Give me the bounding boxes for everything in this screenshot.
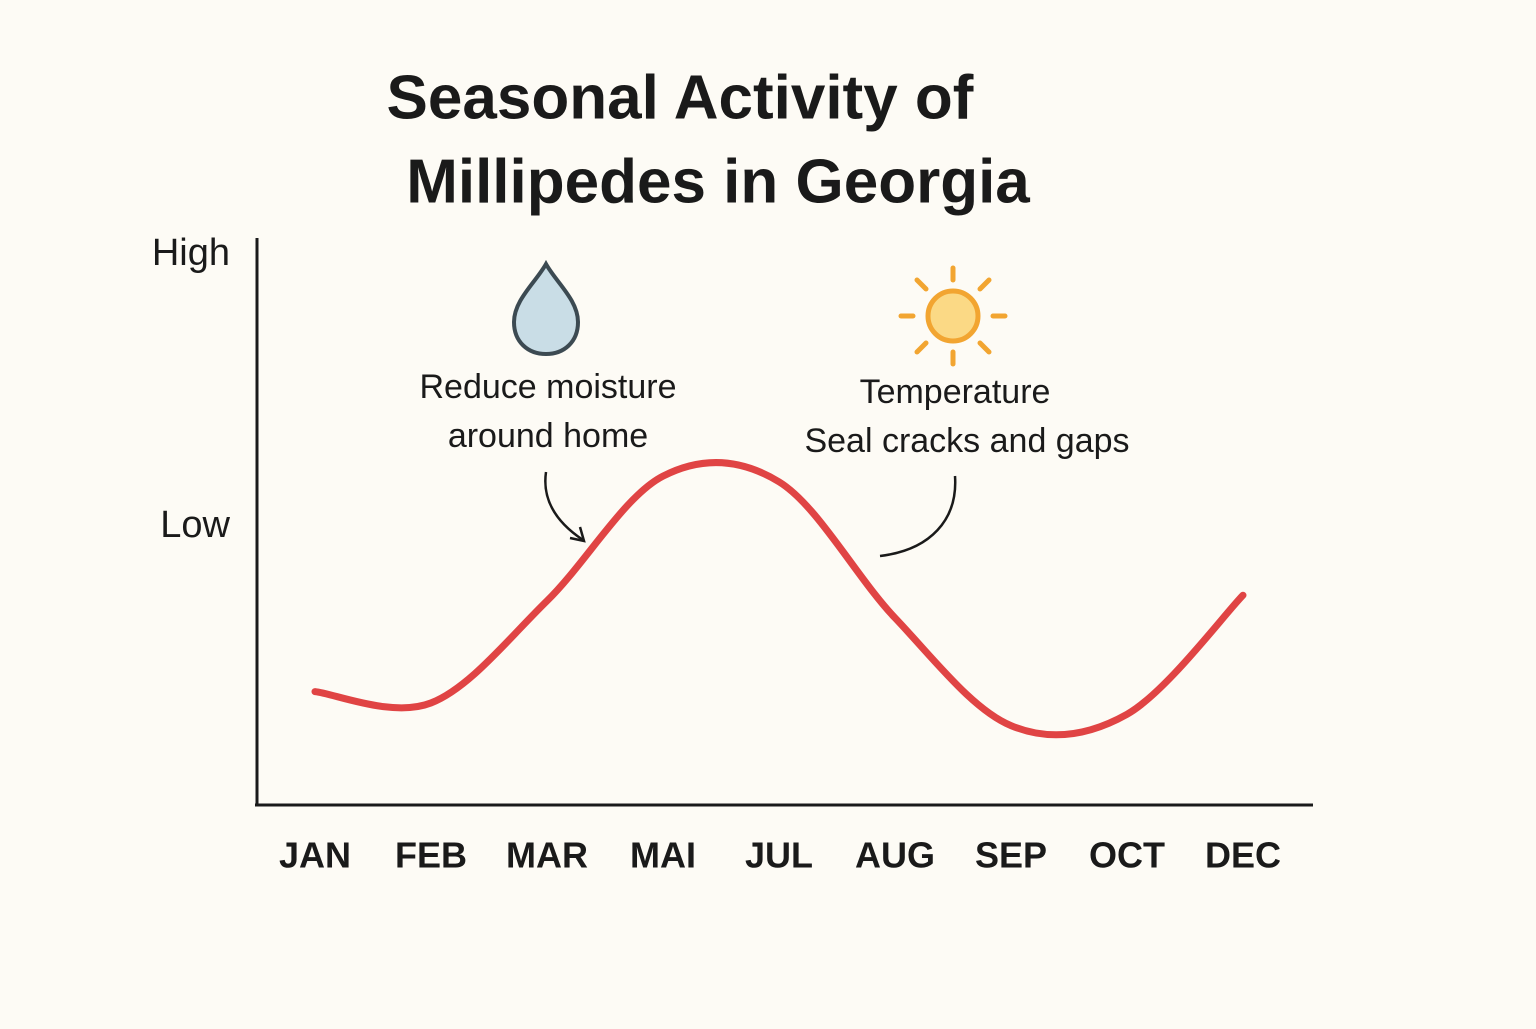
sun-icon bbox=[898, 265, 1008, 367]
drop-icon bbox=[511, 259, 581, 357]
y-tick-label: High bbox=[152, 232, 230, 274]
x-tick-label: JUL bbox=[745, 835, 813, 876]
x-tick-label: MAR bbox=[506, 835, 588, 876]
activity-line bbox=[311, 459, 1247, 739]
y-tick-label: Low bbox=[160, 504, 230, 546]
annotation: around home bbox=[448, 417, 648, 455]
annotation-arrowhead bbox=[569, 526, 586, 543]
annotation: Temperature bbox=[860, 373, 1051, 411]
x-tick-label: SEP bbox=[975, 835, 1047, 876]
annotation-line bbox=[879, 475, 957, 558]
x-tick-label: FEB bbox=[395, 835, 467, 876]
x-tick-label: DEC bbox=[1205, 835, 1281, 876]
x-tick-label: MAI bbox=[630, 835, 696, 876]
x-tick-label: AUG bbox=[855, 835, 935, 876]
x-tick-label: OCT bbox=[1089, 835, 1165, 876]
chart-title: Seasonal Activity of bbox=[387, 63, 974, 132]
annotation: Seal cracks and gaps bbox=[804, 422, 1129, 460]
chart-title: Millipedes in Georgia bbox=[406, 147, 1030, 216]
annotation-arrow bbox=[544, 471, 584, 542]
x-tick-label: JAN bbox=[279, 835, 351, 876]
annotation: Reduce moisture bbox=[419, 368, 676, 406]
